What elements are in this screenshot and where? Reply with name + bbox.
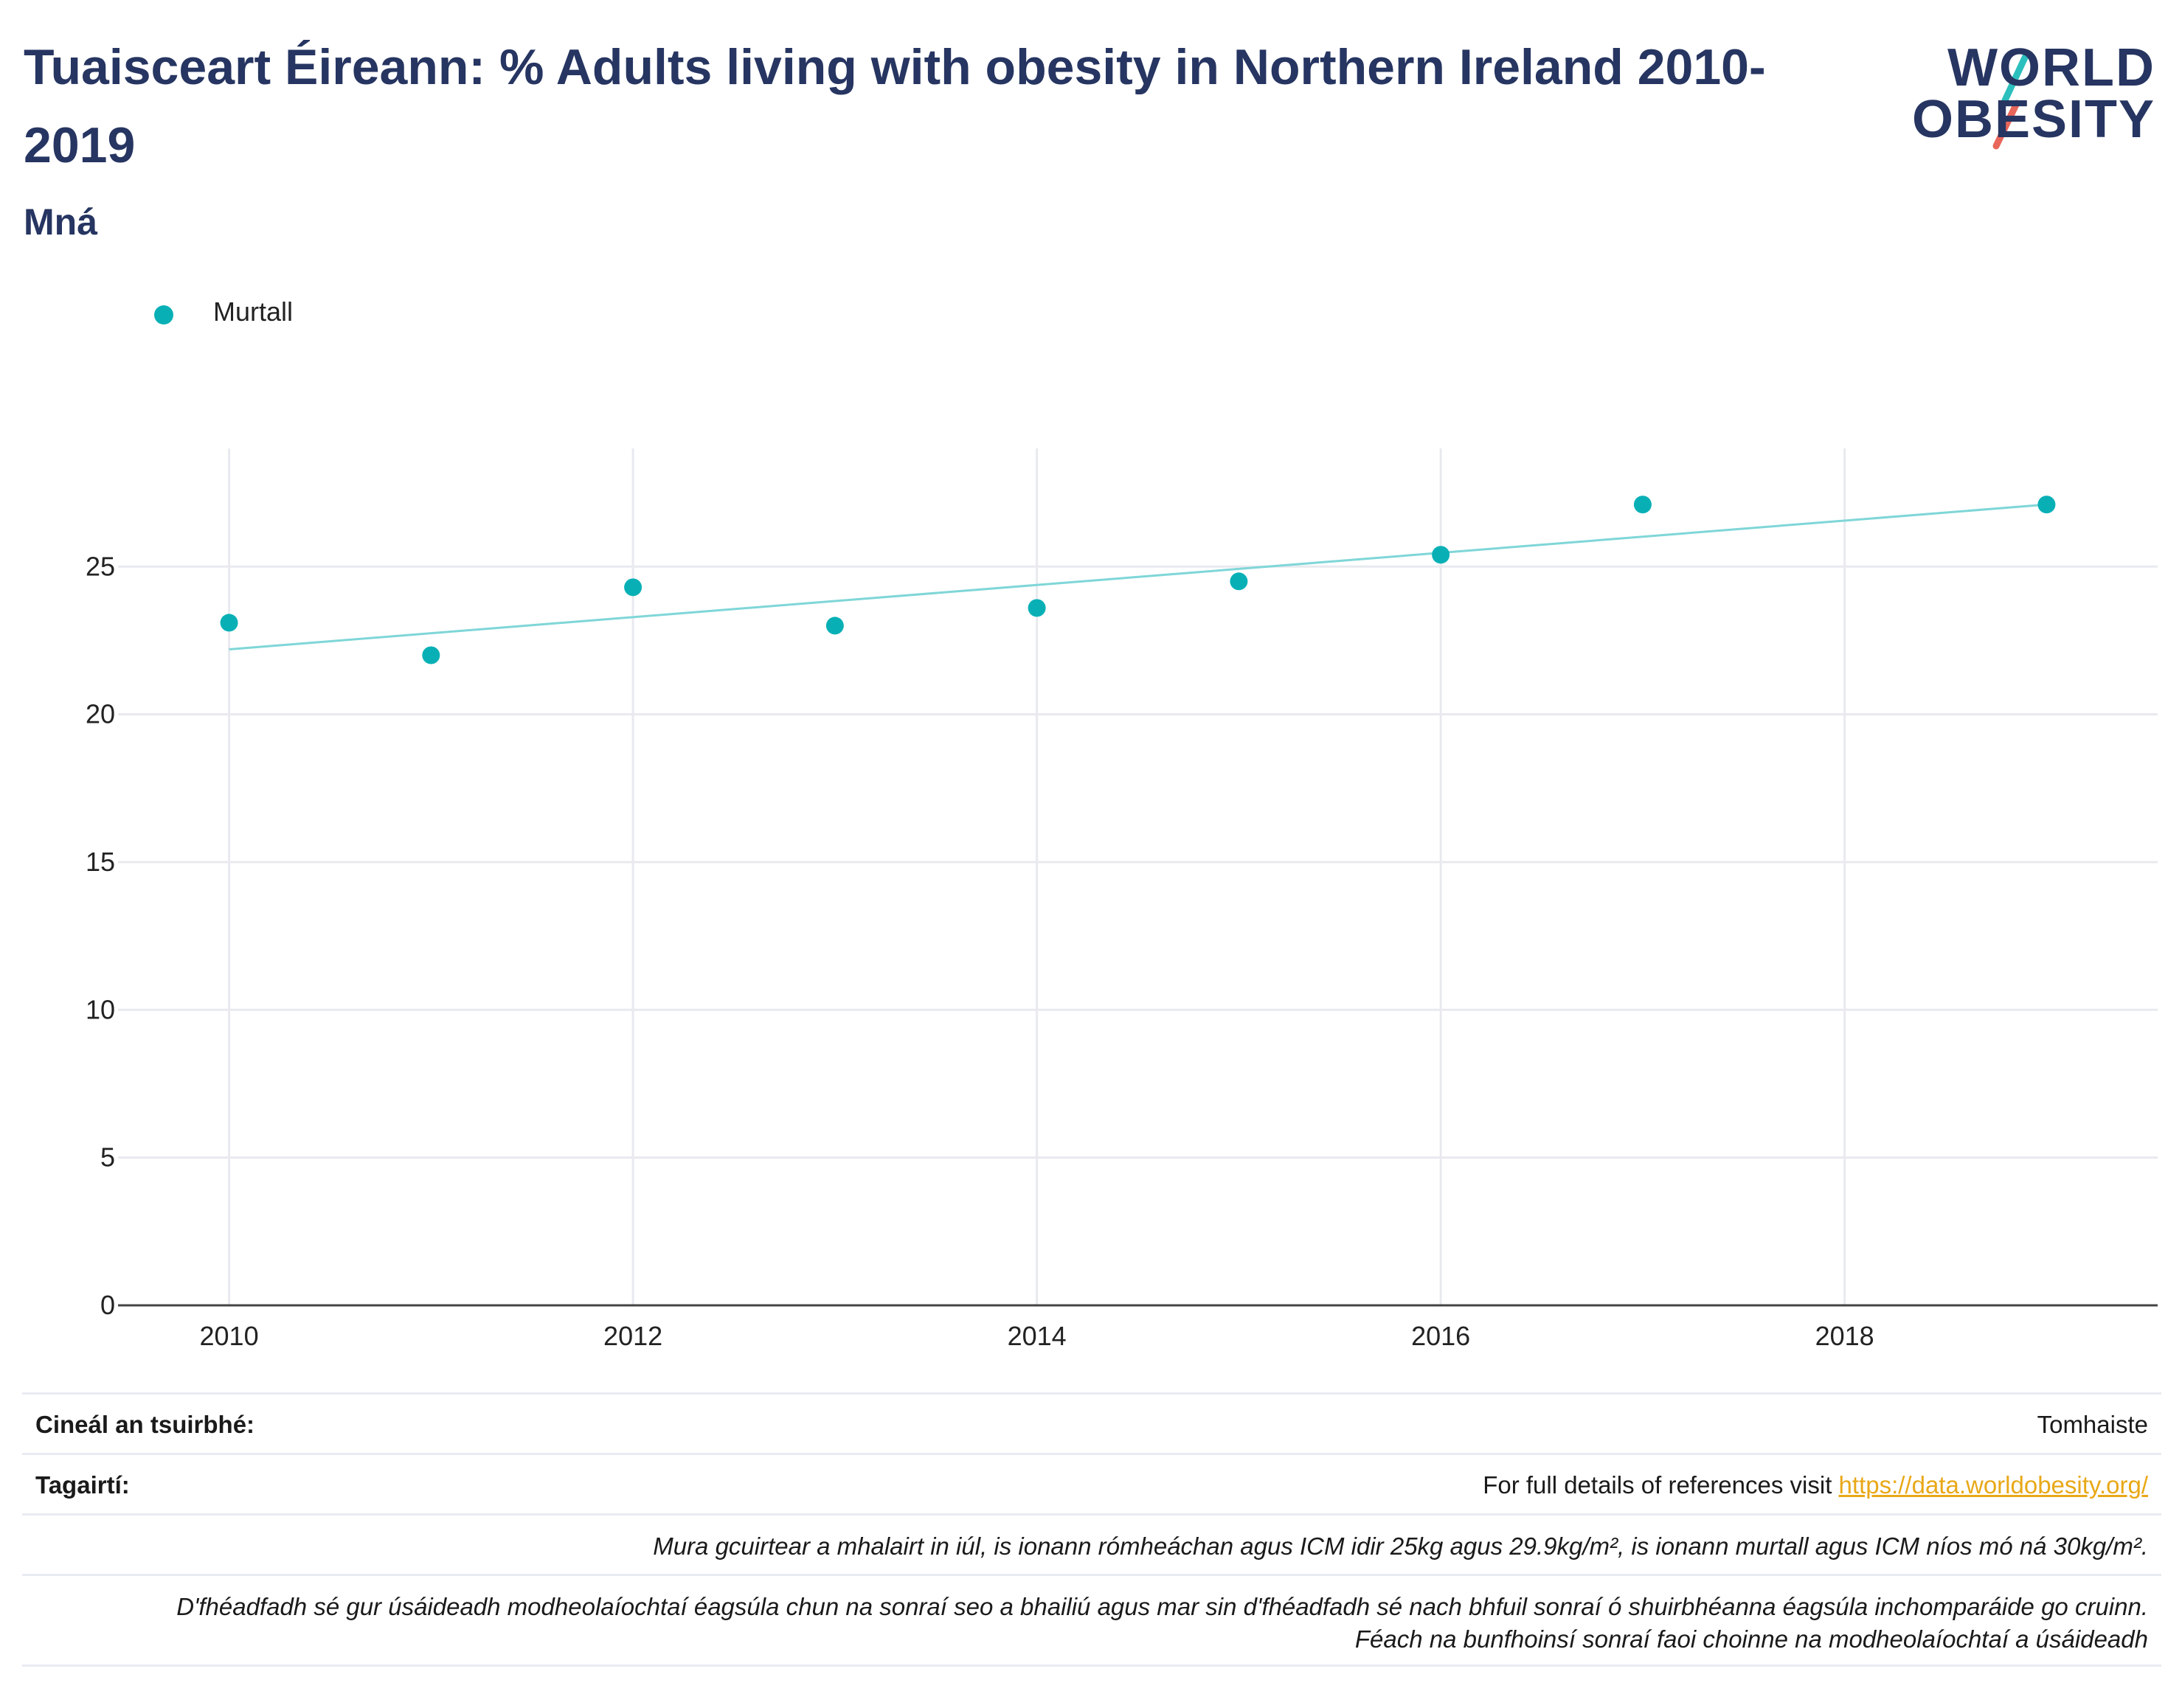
x-tick-label: 2018 xyxy=(1815,1321,1874,1351)
chart-subtitle: Mná xyxy=(24,201,97,243)
scatter-chart: 2010 2012 2014 2016 2018 0 5 10 15 20 25 xyxy=(86,448,2158,1351)
survey-type-label: Cineál an tsuirbhé: xyxy=(35,1411,255,1438)
trendline-segment xyxy=(229,503,2047,650)
x-tick-label: 2014 xyxy=(1008,1321,1067,1351)
y-tick-label: 25 xyxy=(86,551,115,581)
legend-marker-icon xyxy=(154,305,173,324)
gridlines xyxy=(118,448,2158,1305)
x-tick-label: 2016 xyxy=(1411,1321,1470,1351)
methodology-note: D'fhéadfadh sé gur úsáideadh modheolaíoc… xyxy=(176,1591,2148,1656)
info-table: Cineál an tsuirbhé: Tomhaiste Tagairtí: … xyxy=(22,1392,2161,1667)
y-tick-label: 10 xyxy=(86,994,115,1024)
y-tick-label: 0 xyxy=(100,1290,115,1320)
logo-word-world: WORLD xyxy=(1947,38,2155,97)
logo-slash-icon xyxy=(1992,52,2029,150)
bmi-note-row: Mura gcuirtear a mhalairt in iúl, is ion… xyxy=(22,1513,2161,1574)
y-tick-label: 15 xyxy=(86,847,115,877)
x-tick-label: 2010 xyxy=(200,1321,259,1351)
data-point xyxy=(422,646,440,664)
trendline xyxy=(229,503,2047,650)
y-tick-label: 5 xyxy=(100,1142,115,1173)
data-point xyxy=(1633,496,1652,514)
chart-title: Tuaisceart Éireann: % Adults living with… xyxy=(24,39,1766,173)
data-point xyxy=(1230,572,1248,591)
bmi-note: Mura gcuirtear a mhalairt in iúl, is ion… xyxy=(653,1532,2148,1560)
references-value: For full details of references visit htt… xyxy=(1483,1471,2148,1499)
legend-label: Murtall xyxy=(213,296,294,327)
methodology-note-line2: Féach na bunfhoinsí sonraí faoi choinne … xyxy=(1354,1625,2148,1653)
methodology-note-row: D'fhéadfadh sé gur úsáideadh modheolaíoc… xyxy=(22,1574,2161,1667)
methodology-note-line1: D'fhéadfadh sé gur úsáideadh modheolaíoc… xyxy=(176,1593,2148,1620)
data-point xyxy=(825,617,844,635)
data-point xyxy=(2037,496,2056,514)
references-label: Tagairtí: xyxy=(35,1471,130,1499)
logo-word-obesity: OBESITY xyxy=(1911,90,2155,149)
survey-type-value: Tomhaiste xyxy=(2037,1411,2148,1438)
tick-labels: 2010 2012 2014 2016 2018 0 5 10 15 20 25 xyxy=(86,551,1874,1351)
data-point xyxy=(624,578,643,597)
references-text: For full details of references visit xyxy=(1483,1471,1839,1499)
data-points xyxy=(220,496,2056,664)
world-obesity-logo: WORLD OBESITY xyxy=(1912,21,2169,161)
references-row: Tagairtí: For full details of references… xyxy=(22,1453,2161,1513)
x-tick-label: 2012 xyxy=(603,1321,662,1351)
survey-type-row: Cineál an tsuirbhé: Tomhaiste xyxy=(22,1392,2161,1453)
y-tick-label: 20 xyxy=(86,699,115,729)
data-point xyxy=(1432,546,1450,564)
data-point xyxy=(220,614,238,632)
data-point xyxy=(1028,599,1046,617)
references-link[interactable]: https://data.worldobesity.org/ xyxy=(1838,1471,2148,1499)
